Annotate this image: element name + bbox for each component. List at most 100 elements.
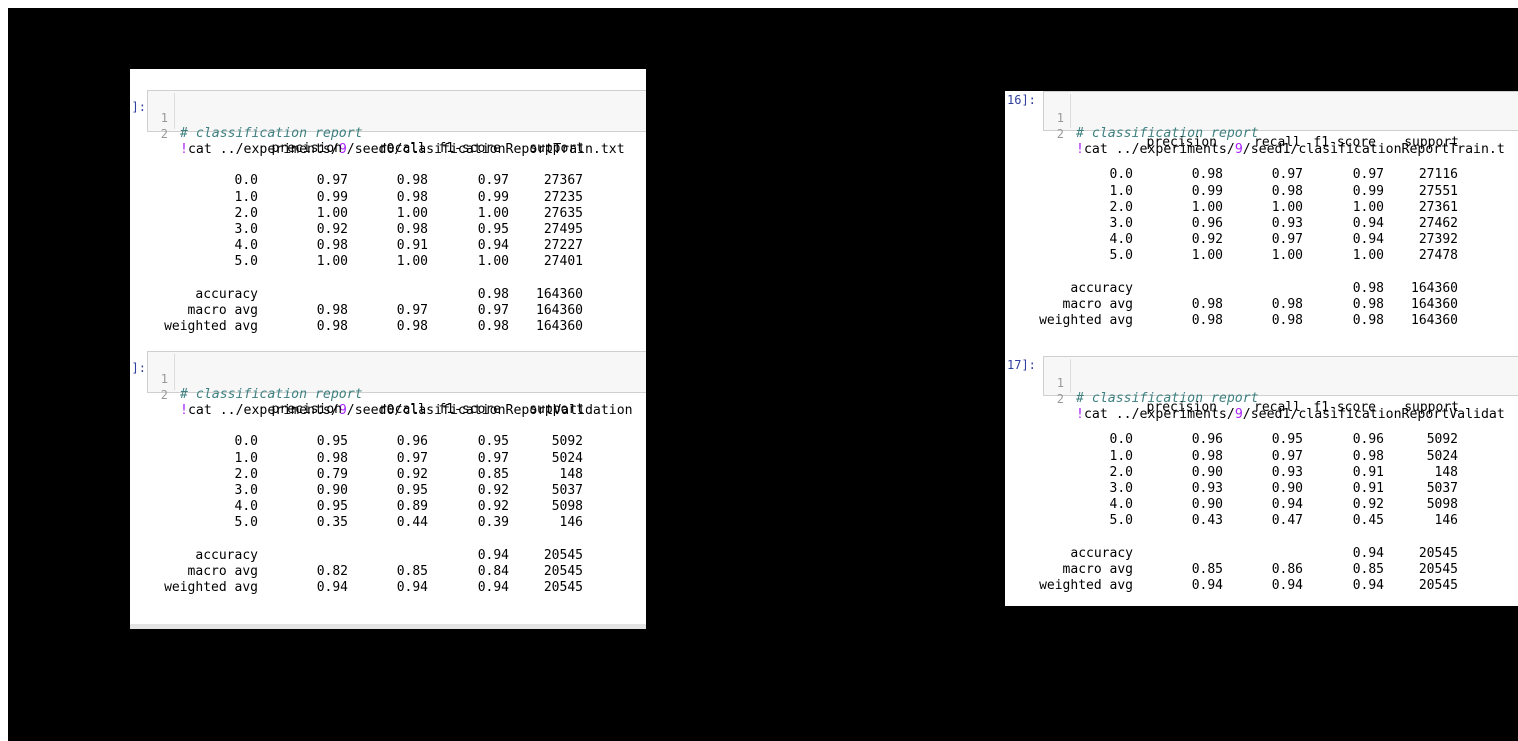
code-command: !cat ../experiments/9/seed1/clasificatio… xyxy=(1076,407,1505,423)
recall-value: 1.00 xyxy=(396,205,428,221)
code-comment: # classification report xyxy=(1076,126,1259,141)
code-input[interactable]: 1 # classification report 2 !cat ../expe… xyxy=(147,351,646,418)
precision-value: 1.00 xyxy=(316,205,348,221)
recall-value: 0.98 xyxy=(396,173,428,189)
support-value: 148 xyxy=(559,466,583,482)
horizontal-scrollbar[interactable] xyxy=(130,624,646,629)
report-class-row: 2.0 0.79 0.92 0.85 148 xyxy=(130,467,646,483)
recall-value: 0.97 xyxy=(396,302,428,318)
cell-prompt: ]: xyxy=(131,361,146,375)
row-label: 2.0 xyxy=(234,466,258,482)
report-summary-row: macro avg 0.98 0.98 0.98 164360 xyxy=(1005,297,1518,313)
f1-score-value: 0.94 xyxy=(477,238,509,254)
report-column-header: f1-score xyxy=(438,402,501,417)
precision-value: 0.96 xyxy=(1191,432,1223,448)
report-header-row: precision recall f1-score support xyxy=(1005,135,1518,151)
recall-value: 0.97 xyxy=(1271,448,1303,464)
recall-value: 0.92 xyxy=(396,466,428,482)
report-class-row: 5.0 1.00 1.00 1.00 27478 xyxy=(1005,248,1518,264)
recall-value: 0.98 xyxy=(1271,183,1303,199)
cell-prompt: ]: xyxy=(131,100,146,114)
classification-report-output: precision recall f1-score support 0.0 0.96 0.9… xyxy=(1005,400,1518,594)
code-path: /seed0/clasificationReportValidation xyxy=(346,403,633,418)
f1-score-value: 1.00 xyxy=(1352,199,1384,215)
precision-value: 1.00 xyxy=(1191,248,1223,264)
report-summary-row: macro avg 0.82 0.85 0.84 20545 xyxy=(130,564,646,580)
recall-value: 0.89 xyxy=(396,499,428,515)
row-label: 5.0 xyxy=(234,254,258,270)
row-label: 4.0 xyxy=(1109,497,1133,513)
support-value: 20545 xyxy=(1418,578,1458,594)
support-value: 164360 xyxy=(1411,280,1458,296)
support-value: 5024 xyxy=(551,450,583,466)
code-input[interactable]: 1 # classification report 2 !cat ../expe… xyxy=(1043,356,1518,422)
code-number: 9 xyxy=(1234,407,1243,422)
recall-value: 0.97 xyxy=(1271,167,1303,183)
line-number: 1 xyxy=(1056,111,1064,125)
f1-score-value: 0.98 xyxy=(1352,280,1384,296)
classification-report-output: precision recall f1-score support 0.0 0.97 0.9… xyxy=(130,141,646,335)
report-class-row: 1.0 0.98 0.97 0.97 5024 xyxy=(130,451,646,467)
line-number: 2 xyxy=(1056,127,1064,141)
recall-value: 0.98 xyxy=(1271,313,1303,329)
report-class-row: 3.0 0.93 0.90 0.91 5037 xyxy=(1005,481,1518,497)
report-class-row: 4.0 0.98 0.91 0.94 27227 xyxy=(130,238,646,254)
support-value: 27551 xyxy=(1418,183,1458,199)
row-label: macro avg xyxy=(1062,561,1133,577)
row-label: macro avg xyxy=(187,302,258,318)
row-label: 0.0 xyxy=(1109,432,1133,448)
row-label: 4.0 xyxy=(234,238,258,254)
report-class-row: 3.0 0.96 0.93 0.94 27462 xyxy=(1005,216,1518,232)
precision-value: 1.00 xyxy=(1191,199,1223,215)
line-gutter xyxy=(1070,94,1071,128)
report-blank-row xyxy=(1005,530,1518,546)
report-header-row: precision recall f1-score support xyxy=(130,402,646,418)
code-input[interactable]: 1 # classification report 2 !cat ../expe… xyxy=(1043,91,1518,157)
report-column-header: recall xyxy=(1254,135,1301,150)
precision-value: 0.92 xyxy=(1191,232,1223,248)
line-gutter xyxy=(1070,359,1071,393)
f1-score-value: 1.00 xyxy=(1352,248,1384,264)
notebook-panel-left: ]: 1 # classification report 2 !cat ../e… xyxy=(130,69,646,629)
precision-value: 0.98 xyxy=(316,450,348,466)
f1-score-value: 0.97 xyxy=(1352,167,1384,183)
row-label: 5.0 xyxy=(1109,513,1133,529)
report-class-row: 5.0 0.43 0.47 0.45 146 xyxy=(1005,513,1518,529)
precision-value: 0.98 xyxy=(316,302,348,318)
code-comment: # classification report xyxy=(180,387,363,402)
row-label: accuracy xyxy=(1070,545,1133,561)
f1-score-value: 0.84 xyxy=(477,563,509,579)
precision-value: 0.95 xyxy=(316,499,348,515)
f1-score-value: 0.94 xyxy=(1352,545,1384,561)
row-label: 3.0 xyxy=(1109,480,1133,496)
code-line-2: 2 !cat ../experiments/9/seed0/clasificat… xyxy=(148,371,646,418)
precision-value: 0.99 xyxy=(316,189,348,205)
report-class-row: 2.0 0.90 0.93 0.91 148 xyxy=(1005,465,1518,481)
report-blank-row xyxy=(1005,151,1518,167)
f1-score-value: 0.39 xyxy=(477,515,509,531)
precision-value: 0.43 xyxy=(1191,513,1223,529)
recall-value: 0.86 xyxy=(1271,561,1303,577)
row-label: 0.0 xyxy=(234,173,258,189)
row-label: weighted avg xyxy=(1039,313,1133,329)
precision-value: 0.95 xyxy=(316,434,348,450)
f1-score-value: 0.45 xyxy=(1352,513,1384,529)
row-label: weighted avg xyxy=(164,580,258,596)
report-summary-row: weighted avg 0.94 0.94 0.94 20545 xyxy=(130,580,646,596)
code-input[interactable]: 1 # classification report 2 !cat ../expe… xyxy=(147,90,646,157)
f1-score-value: 0.99 xyxy=(1352,183,1384,199)
screen-background: ]: 1 # classification report 2 !cat ../e… xyxy=(8,8,1518,741)
report-column-header: f1-score xyxy=(438,141,501,156)
precision-value: 1.00 xyxy=(316,254,348,270)
support-value: 5098 xyxy=(1426,497,1458,513)
report-class-row: 5.0 0.35 0.44 0.39 146 xyxy=(130,515,646,531)
f1-score-value: 1.00 xyxy=(477,254,509,270)
report-header-row: precision recall f1-score support xyxy=(1005,400,1518,416)
support-value: 146 xyxy=(1434,513,1458,529)
code-bang: ! xyxy=(180,142,188,157)
f1-score-value: 0.91 xyxy=(1352,464,1384,480)
support-value: 27635 xyxy=(543,205,583,221)
support-value: 5037 xyxy=(551,482,583,498)
recall-value: 0.98 xyxy=(396,189,428,205)
row-label: 0.0 xyxy=(234,434,258,450)
